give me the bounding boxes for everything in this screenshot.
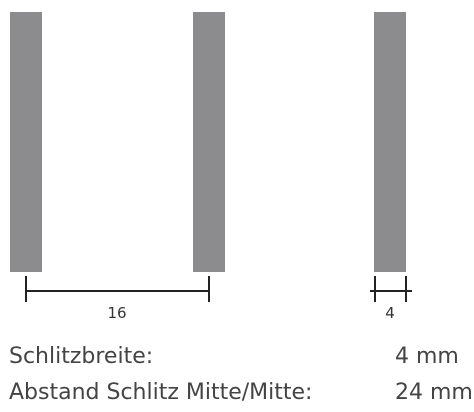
spec-row-slot-width: Schlitzbreite: 4 mm	[9, 342, 469, 372]
width-dimension: 4	[370, 276, 412, 322]
slot-middle	[193, 12, 225, 272]
slot-left	[10, 12, 42, 272]
spec-value-slot-spacing: 24 mm	[395, 380, 473, 405]
spacing-dimension-label: 16	[107, 304, 126, 322]
spec-row-slot-spacing: Abstand Schlitz Mitte/Mitte: 24 mm	[9, 378, 473, 408]
spec-label-slot-width: Schlitzbreite:	[9, 344, 154, 369]
spec-label-slot-spacing: Abstand Schlitz Mitte/Mitte:	[9, 380, 313, 405]
slot-right	[374, 12, 406, 272]
width-dimension-label: 4	[385, 304, 395, 322]
spec-value-slot-width: 4 mm	[395, 344, 459, 369]
spacing-dimension: 16	[25, 276, 210, 322]
